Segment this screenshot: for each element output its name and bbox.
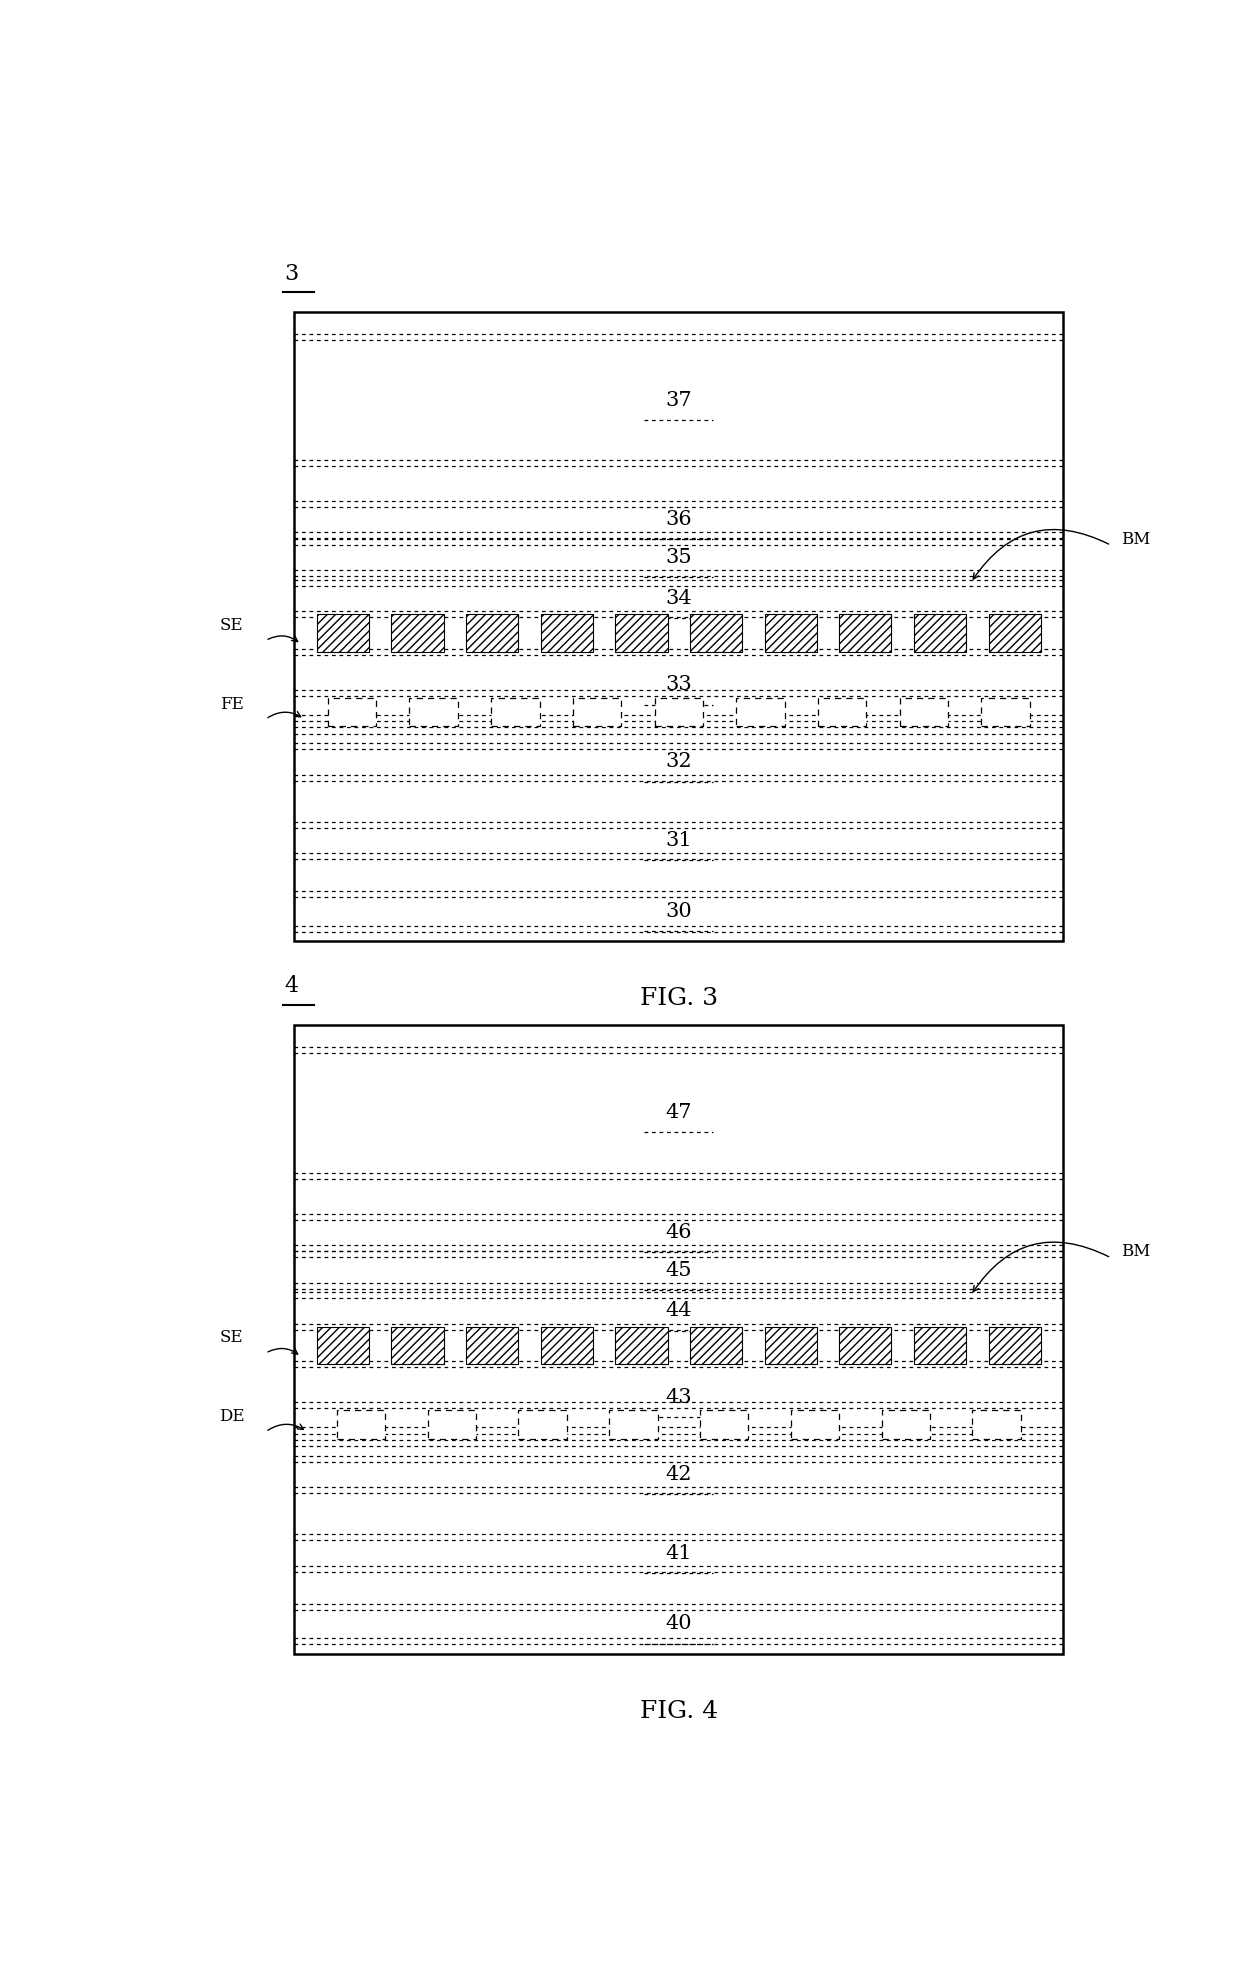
Bar [615,1327,667,1365]
Bar [765,614,817,652]
Bar [914,1327,966,1365]
Bar [988,1327,1040,1365]
Bar [316,614,370,652]
Text: 40: 40 [666,1615,692,1634]
Text: FE: FE [219,695,244,713]
Bar [392,1327,444,1365]
Text: BM: BM [1121,532,1151,547]
Bar [518,1410,567,1439]
Text: 47: 47 [666,1103,692,1122]
Text: BM: BM [1121,1242,1151,1260]
Bar [392,614,444,652]
Bar [316,1327,370,1365]
Text: 3: 3 [285,262,299,286]
Bar [615,614,667,652]
Bar [689,1327,743,1365]
Bar [466,1327,518,1365]
Bar [541,614,593,652]
Text: 42: 42 [666,1465,692,1485]
Bar [914,614,966,652]
Bar [765,1327,817,1365]
Text: 34: 34 [666,589,692,608]
Text: 4: 4 [285,975,299,998]
Text: 31: 31 [666,831,692,851]
Bar [839,1327,892,1365]
Bar [988,1327,1040,1365]
Text: 35: 35 [666,547,692,567]
Bar [392,614,444,652]
Bar [689,1327,743,1365]
Bar [615,1327,667,1365]
Bar [914,1327,966,1365]
Text: SE: SE [219,1329,244,1347]
Bar [615,614,667,652]
Bar [988,614,1040,652]
Text: DE: DE [219,1408,244,1426]
Bar [541,1327,593,1365]
Text: 43: 43 [666,1388,692,1408]
Text: 33: 33 [666,675,692,695]
Bar [337,1410,386,1439]
Bar [914,614,966,652]
Bar [655,697,703,727]
Bar [900,697,949,727]
Bar [327,697,376,727]
Bar [428,1410,476,1439]
Text: 46: 46 [666,1223,692,1242]
Bar [839,614,892,652]
Bar [541,614,593,652]
Bar [689,614,743,652]
Text: FIG. 4: FIG. 4 [640,1699,718,1723]
Bar [316,1327,370,1365]
Bar [409,697,458,727]
Bar [294,311,1063,941]
Text: 32: 32 [666,752,692,772]
Bar [466,614,518,652]
Text: 37: 37 [666,390,692,410]
Bar [609,1410,657,1439]
Bar [491,697,539,727]
Bar [839,1327,892,1365]
Bar [765,1327,817,1365]
Bar [466,614,518,652]
Bar [988,614,1040,652]
Text: 45: 45 [666,1260,692,1280]
Bar [699,1410,749,1439]
Bar [818,697,867,727]
Bar [737,697,785,727]
Text: 30: 30 [666,902,692,921]
Text: 36: 36 [666,510,692,530]
Bar [981,697,1030,727]
Bar [573,697,621,727]
Bar [689,614,743,652]
Text: FIG. 3: FIG. 3 [640,986,718,1010]
Bar [294,1024,1063,1654]
Bar [882,1410,930,1439]
Bar [392,1327,444,1365]
Text: SE: SE [219,616,244,634]
Bar [972,1410,1021,1439]
Text: 44: 44 [666,1302,692,1321]
Bar [839,614,892,652]
Text: 41: 41 [666,1544,692,1563]
Bar [541,1327,593,1365]
Bar [765,614,817,652]
Bar [791,1410,839,1439]
Bar [316,614,370,652]
Bar [466,1327,518,1365]
